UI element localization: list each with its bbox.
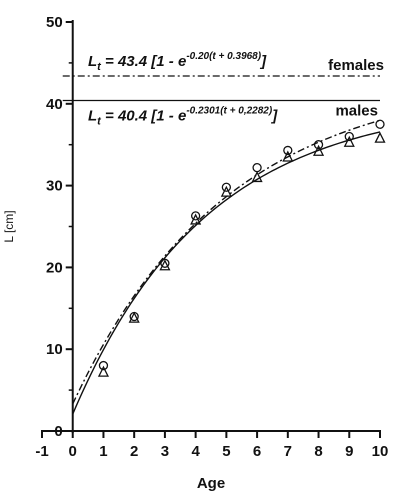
y-tick-label: 0 (54, 423, 62, 440)
females-data-point (344, 131, 354, 142)
males-data-point (97, 365, 110, 377)
y-tick-label: 30 (46, 178, 63, 195)
females-data-point (252, 162, 262, 173)
females-data-point (98, 360, 109, 371)
females-fit-curve (72, 119, 381, 405)
males-data-point (220, 185, 232, 197)
x-tick-label: 4 (191, 443, 200, 460)
x-tick-label: 1 (99, 443, 107, 460)
females-data-point (160, 258, 170, 268)
x-tick-label: 0 (69, 443, 77, 460)
fitted-curves (72, 119, 381, 415)
x-tick-label: 9 (345, 443, 353, 460)
females-equation: Lt = 43.4 [1 - e-0.20(t + 0.3968)] (88, 51, 267, 73)
x-tick-label: 10 (372, 443, 389, 460)
y-tick-label: 50 (46, 14, 63, 31)
y-axis-title: L [cm] (2, 210, 16, 242)
x-tick-label: 8 (314, 443, 322, 460)
males-equation: Lt = 40.4 [1 - e-0.2301(t + 0,2282)] (88, 106, 278, 128)
x-tick-label: 5 (222, 443, 230, 460)
x-tick-label: 6 (253, 443, 261, 460)
y-tick-label: 10 (46, 341, 63, 358)
x-ticks: -1 0 1 2 3 4 5 6 7 8 9 10 (35, 431, 388, 460)
males-data-point (251, 170, 263, 183)
females-data-point (375, 119, 385, 129)
y-ticks: 0 10 20 30 40 50 (46, 14, 73, 440)
males-data-point (374, 131, 386, 143)
x-axis-title: Age (197, 475, 225, 492)
males-data-point (128, 311, 140, 323)
y-tick-label: 20 (46, 259, 63, 276)
males-data-point (282, 150, 294, 162)
females-data-point (190, 211, 201, 221)
males-data-point (190, 213, 202, 225)
x-tick-label: 3 (161, 443, 169, 460)
males-data-point (343, 135, 355, 147)
males-fit-curve (72, 131, 381, 415)
females-data-point (221, 182, 232, 192)
data-points (97, 119, 386, 377)
females-label: females (328, 57, 384, 74)
males-data-point (312, 144, 325, 156)
males-data-point (159, 259, 171, 271)
y-tick-label: 40 (46, 96, 63, 113)
x-tick-label: 7 (284, 443, 292, 460)
x-tick-label: -1 (35, 443, 48, 460)
females-data-point (313, 140, 324, 150)
x-tick-label: 2 (130, 443, 138, 460)
females-data-point (283, 145, 293, 156)
reference-lines (62, 75, 380, 102)
males-label: males (335, 103, 378, 120)
